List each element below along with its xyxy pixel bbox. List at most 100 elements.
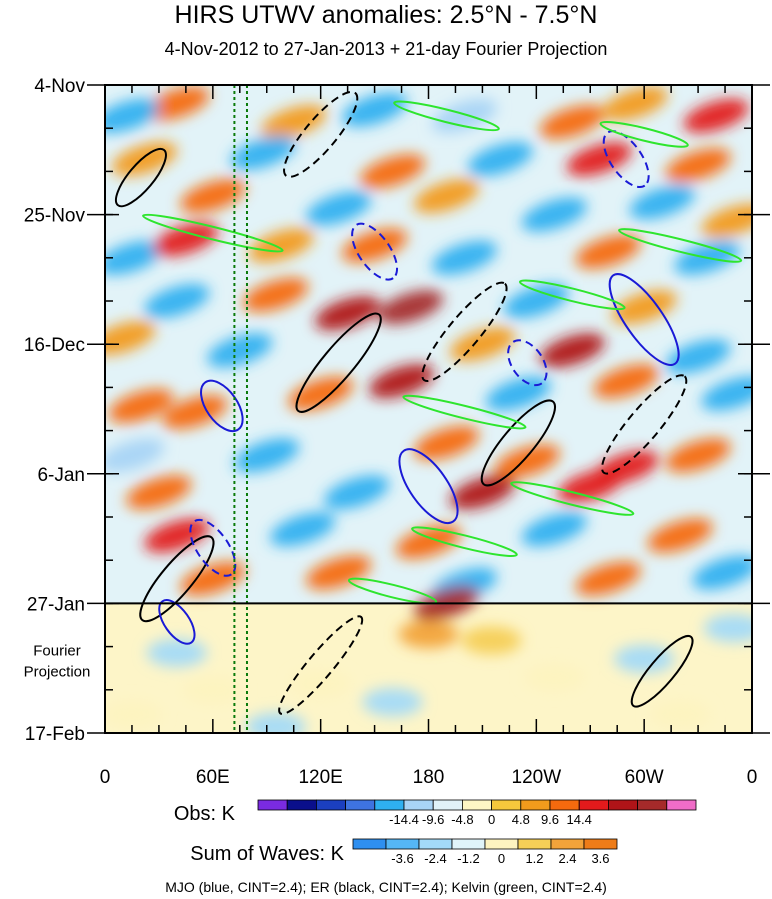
- anomaly-blob: [207, 333, 273, 368]
- anomaly-blob: [111, 142, 178, 177]
- anomaly-blob: [602, 86, 668, 121]
- sum-legend-swatch: [484, 838, 519, 850]
- wave-sum-blob: [650, 700, 711, 729]
- anomaly-blob: [180, 179, 246, 214]
- anomaly-blob: [323, 475, 390, 510]
- sum-legend-swatch: [352, 838, 387, 850]
- kelvin-contour: [510, 481, 635, 516]
- obs-legend-swatch: [315, 799, 346, 811]
- sum-legend-swatch: [385, 838, 420, 850]
- wave-sum-blob: [146, 638, 207, 667]
- er-contour: [630, 634, 694, 708]
- kelvin-contour: [518, 279, 626, 311]
- obs-legend-tick-label: -4.8: [451, 812, 473, 827]
- anomaly-blob: [665, 438, 731, 473]
- kelvin-contour: [618, 228, 743, 263]
- anomaly-blob: [575, 561, 641, 596]
- y-tick-label: 27-Jan: [27, 594, 85, 615]
- x-tick-label: 120W: [512, 767, 562, 788]
- x-tick-label: 0: [747, 767, 758, 788]
- anomaly-blob: [180, 561, 246, 596]
- x-tick-label: 60W: [625, 767, 664, 788]
- wave-sum-blob: [398, 620, 459, 649]
- wave-sum-blob: [524, 663, 585, 692]
- obs-legend-tick-label: -9.6: [422, 812, 444, 827]
- anomaly-blob: [153, 222, 219, 257]
- anomaly-blob: [557, 469, 623, 504]
- sum-legend-tick-label: 1.2: [525, 851, 543, 866]
- sum-legend-tick-label: 2.4: [558, 851, 576, 866]
- y-tick-label: 6-Jan: [37, 465, 85, 486]
- obs-legend-swatch: [578, 799, 609, 811]
- wave-sum-blob: [362, 688, 423, 717]
- anomaly-blob: [683, 98, 749, 133]
- anomaly-blob: [144, 518, 210, 553]
- x-tick-label: 0: [100, 767, 111, 788]
- anomaly-blob: [144, 86, 210, 121]
- kelvin-contour: [402, 394, 527, 430]
- sum-legend-swatch: [583, 838, 618, 850]
- anomaly-blob: [521, 197, 587, 232]
- mjo-contour: [507, 339, 548, 387]
- anomaly-blob: [105, 240, 163, 275]
- anomaly-blob: [230, 135, 296, 170]
- sum-legend-swatch: [550, 838, 585, 850]
- anomaly-blob: [665, 148, 731, 183]
- sum-legend-swatch: [451, 838, 486, 850]
- anomaly-blob: [593, 364, 659, 399]
- y-tick-label: 25-Nov: [24, 206, 86, 227]
- anomaly-blob: [692, 555, 752, 590]
- anomaly-blob: [144, 284, 210, 318]
- anomaly-blob: [701, 203, 752, 238]
- anomaly-blob: [575, 234, 641, 269]
- kelvin-contour: [142, 213, 284, 253]
- x-tick-label: 120E: [298, 767, 342, 788]
- anomaly-blob: [431, 240, 498, 275]
- obs-legend-swatch: [286, 799, 317, 811]
- legends: Obs: K -14.4 -9.6 -4.8 0 4.8 9.6 14.4 Sum of Wav…: [174, 799, 697, 866]
- anomaly-blob: [539, 333, 605, 368]
- wave-contours: [114, 85, 743, 733]
- er-contour: [295, 312, 382, 413]
- axes: 4-Nov 25-Nov 16-Dec 6-Jan 27-Jan 17-Feb Fourie…: [24, 76, 770, 788]
- er-contour: [480, 399, 556, 487]
- obs-legend-swatch: [491, 799, 522, 811]
- obs-legend-tick-label: -14.4: [389, 812, 419, 827]
- obs-legend-swatch: [608, 799, 639, 811]
- sum-legend-tick-label: -1.2: [457, 851, 479, 866]
- chart-title: HIRS UTWV anomalies: 2.5°N - 7.5°N: [174, 1, 598, 29]
- obs-legend-swatch: [666, 799, 697, 811]
- kelvin-contour: [347, 577, 438, 605]
- er-contour: [421, 281, 508, 383]
- obs-legend-swatch: [345, 799, 376, 811]
- anomaly-blob: [306, 555, 372, 590]
- anomaly-blob: [359, 154, 426, 189]
- obs-legend-tick-label: 9.6: [541, 812, 559, 827]
- anomaly-blob: [248, 228, 314, 263]
- obs-legend-swatch: [461, 799, 492, 811]
- anomaly-blob: [243, 277, 309, 312]
- sum-legend-tick-label: 0: [498, 851, 505, 866]
- sum-legend-tick-label: 3.6: [591, 851, 609, 866]
- anomaly-blob: [126, 475, 192, 510]
- wave-sum-blob: [105, 700, 162, 729]
- chart-subtitle: 4-Nov-2012 to 27-Jan-2013 + 21-day Fouri…: [164, 39, 608, 59]
- er-contour: [278, 615, 364, 715]
- anomaly-blob: [234, 438, 300, 473]
- anomaly-blob: [270, 512, 336, 547]
- contour-footnote: MJO (blue, CINT=2.4); ER (black, CINT=2.…: [165, 879, 607, 895]
- anomaly-blob: [503, 284, 569, 318]
- wave-sum-blob: [182, 675, 243, 704]
- mjo-contour: [398, 448, 459, 525]
- wave-sum-blob: [614, 644, 675, 673]
- obs-legend-swatch: [403, 799, 434, 811]
- obs-legend-swatch: [549, 799, 580, 811]
- y-tick-label: 16-Dec: [24, 335, 85, 356]
- anomaly-blob: [413, 179, 480, 214]
- obs-legend-swatch: [257, 799, 288, 811]
- anomaly-blob: [368, 364, 435, 399]
- obs-legend-tick-label: 14.4: [567, 812, 592, 827]
- obs-legend-label: Obs: K: [174, 803, 236, 825]
- anomaly-blob: [413, 425, 480, 460]
